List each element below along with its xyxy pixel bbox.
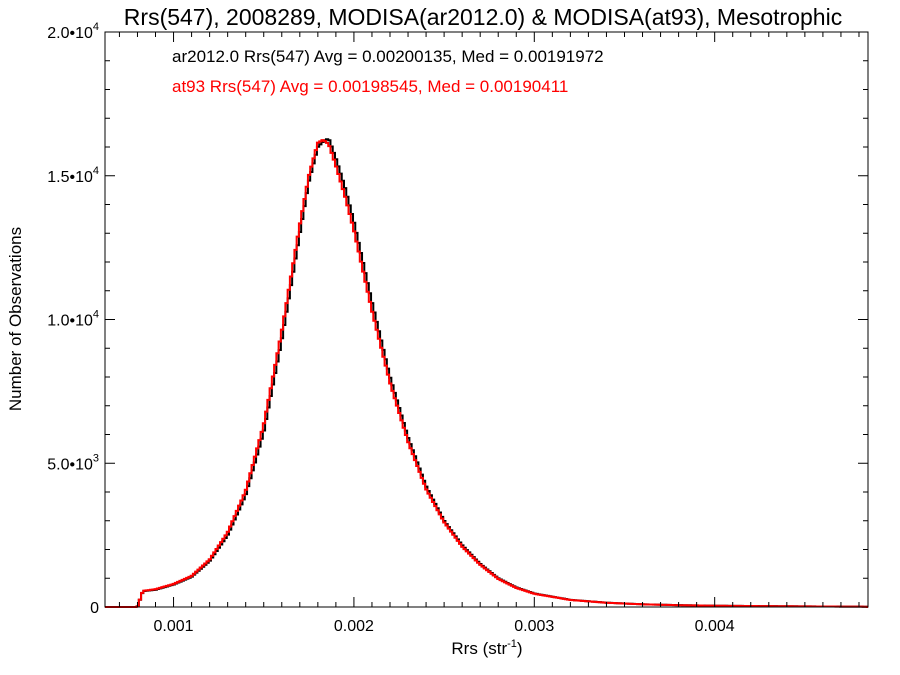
y-tick-label: 1.0•104 [47,309,99,330]
x-tick-label: 0.001 [154,618,194,635]
x-tick-label: 0.003 [514,618,554,635]
annotation-ar2012: ar2012.0 Rrs(547) Avg = 0.00200135, Med … [172,47,604,66]
y-tick-label: 0 [90,600,99,617]
x-axis-label: Rrs (str-1) [451,638,522,658]
x-axis-label-end: ) [517,639,523,658]
chart-title: Rrs(547), 2008289, MODISA(ar2012.0) & MO… [124,4,842,30]
y-axis-label: Number of Observations [6,227,25,411]
y-tick-label: 1.5•104 [47,165,99,186]
x-axis-label-sup: -1 [507,638,517,650]
x-tick-label: 0.004 [695,618,735,635]
series-layer [105,138,869,608]
ticks-layer: 0.001 0.002 0.003 0.004 0 5.0•103 1.0•104 1.5•1… [47,21,868,635]
y-tick-label: 5.0•103 [47,452,99,473]
annotation-at93: at93 Rrs(547) Avg = 0.00198545, Med = 0.… [172,77,568,96]
histogram-series-at93 [105,139,869,608]
y-tick-label: 2.0•104 [47,21,99,42]
x-tick-label: 0.002 [334,618,374,635]
x-axis-label-main: Rrs (str [451,639,507,658]
